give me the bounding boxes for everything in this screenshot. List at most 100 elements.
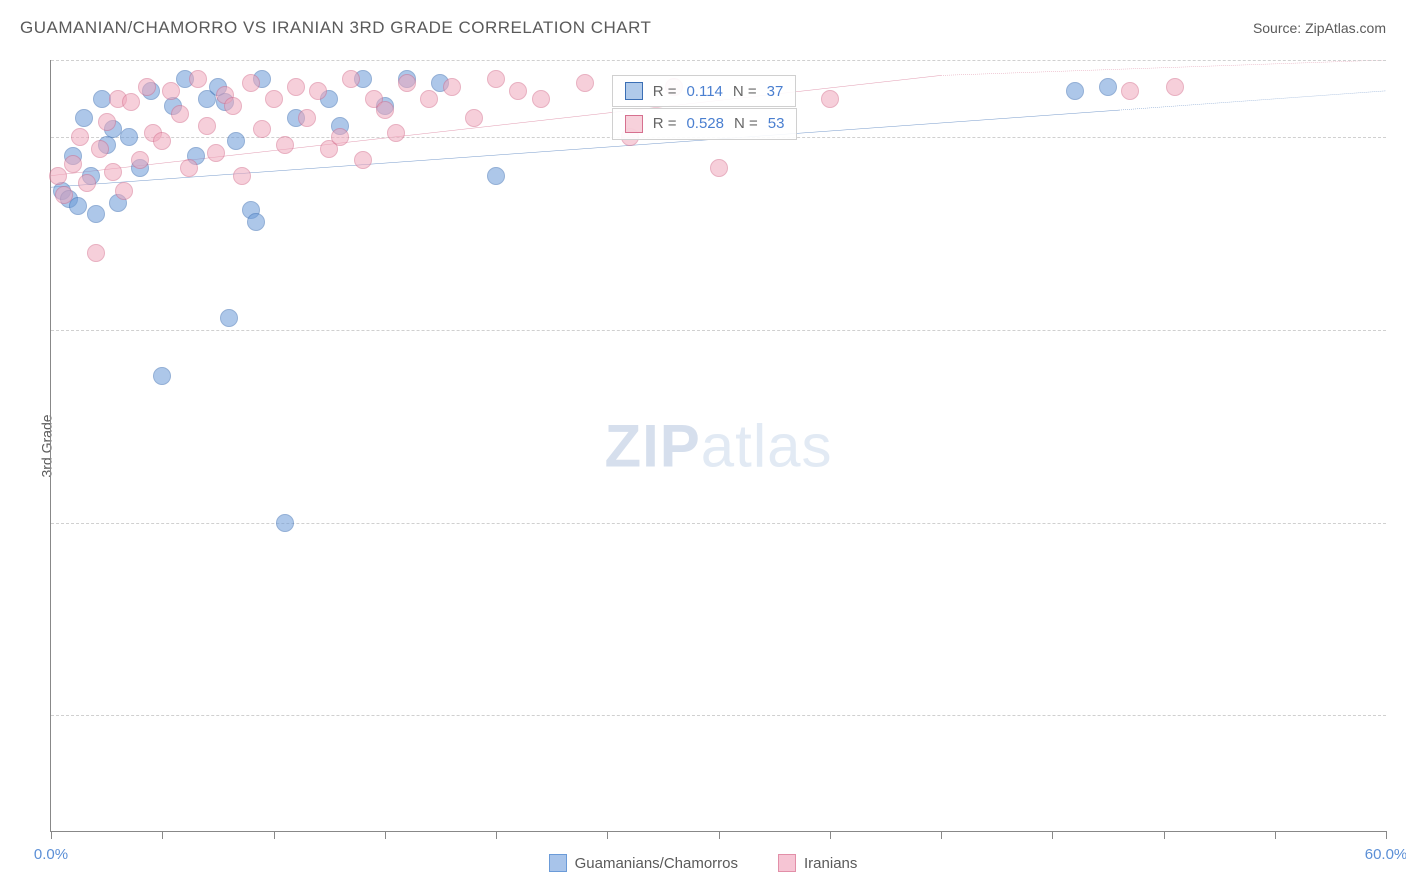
legend-label: Guamanians/Chamorros bbox=[575, 855, 738, 872]
scatter-point bbox=[131, 151, 149, 169]
x-tick bbox=[385, 831, 386, 839]
scatter-point bbox=[710, 159, 728, 177]
scatter-point bbox=[576, 74, 594, 92]
y-tick-label: 90.0% bbox=[1396, 514, 1406, 531]
scatter-point bbox=[75, 109, 93, 127]
x-tick bbox=[607, 831, 608, 839]
scatter-point bbox=[55, 186, 73, 204]
trend-line-extrapolated bbox=[941, 60, 1386, 75]
chart-plot-area: ZIPatlas 85.0%90.0%95.0%100.0%0.0%60.0%R… bbox=[50, 60, 1386, 832]
scatter-point bbox=[821, 90, 839, 108]
legend-label: Iranians bbox=[804, 855, 857, 872]
scatter-point bbox=[64, 155, 82, 173]
stat-box: R = 0.114 N = 37 bbox=[612, 75, 797, 107]
x-tick bbox=[51, 831, 52, 839]
y-tick-label: 100.0% bbox=[1396, 129, 1406, 146]
gridline bbox=[51, 715, 1386, 716]
legend-item: Iranians bbox=[778, 854, 857, 872]
scatter-point bbox=[171, 105, 189, 123]
stat-r-value: 0.528 bbox=[686, 115, 724, 132]
gridline bbox=[51, 60, 1386, 61]
scatter-point bbox=[91, 140, 109, 158]
x-tick bbox=[719, 831, 720, 839]
scatter-point bbox=[104, 163, 122, 181]
legend-item: Guamanians/Chamorros bbox=[549, 854, 738, 872]
scatter-point bbox=[87, 205, 105, 223]
stat-n-value: 53 bbox=[768, 115, 785, 132]
y-tick-label: 95.0% bbox=[1396, 321, 1406, 338]
x-tick bbox=[1275, 831, 1276, 839]
scatter-point bbox=[138, 78, 156, 96]
x-tick bbox=[830, 831, 831, 839]
scatter-point bbox=[287, 78, 305, 96]
scatter-point bbox=[420, 90, 438, 108]
x-tick bbox=[162, 831, 163, 839]
scatter-point bbox=[465, 109, 483, 127]
scatter-point bbox=[98, 113, 116, 131]
scatter-point bbox=[1099, 78, 1117, 96]
scatter-point bbox=[122, 93, 140, 111]
scatter-point bbox=[1166, 78, 1184, 96]
stat-r-label: R = bbox=[653, 115, 677, 132]
trend-line-extrapolated bbox=[1119, 91, 1386, 110]
x-tick bbox=[1052, 831, 1053, 839]
scatter-point bbox=[342, 70, 360, 88]
scatter-point bbox=[224, 97, 242, 115]
x-tick bbox=[1386, 831, 1387, 839]
scatter-point bbox=[78, 174, 96, 192]
scatter-point bbox=[180, 159, 198, 177]
scatter-point bbox=[253, 120, 271, 138]
gridline bbox=[51, 523, 1386, 524]
scatter-point bbox=[276, 514, 294, 532]
scatter-point bbox=[207, 144, 225, 162]
x-tick bbox=[274, 831, 275, 839]
scatter-point bbox=[265, 90, 283, 108]
scatter-point bbox=[153, 367, 171, 385]
stat-r-label: R = bbox=[653, 83, 677, 100]
stat-n-value: 37 bbox=[767, 83, 784, 100]
scatter-point bbox=[298, 109, 316, 127]
scatter-point bbox=[233, 167, 251, 185]
scatter-point bbox=[87, 244, 105, 262]
gridline bbox=[51, 330, 1386, 331]
scatter-point bbox=[227, 132, 245, 150]
stat-n-label: N = bbox=[734, 115, 758, 132]
stat-r-value: 0.114 bbox=[686, 83, 722, 100]
stat-n-label: N = bbox=[733, 83, 757, 100]
watermark-bold: ZIP bbox=[604, 412, 700, 479]
scatter-point bbox=[1121, 82, 1139, 100]
chart-source: Source: ZipAtlas.com bbox=[1253, 20, 1386, 36]
scatter-point bbox=[198, 117, 216, 135]
scatter-point bbox=[331, 128, 349, 146]
stat-swatch bbox=[625, 115, 643, 133]
scatter-point bbox=[398, 74, 416, 92]
scatter-point bbox=[487, 167, 505, 185]
scatter-point bbox=[509, 82, 527, 100]
chart-title: GUAMANIAN/CHAMORRO VS IRANIAN 3RD GRADE … bbox=[20, 18, 651, 38]
scatter-point bbox=[115, 182, 133, 200]
scatter-point bbox=[309, 82, 327, 100]
scatter-point bbox=[387, 124, 405, 142]
chart-header: GUAMANIAN/CHAMORRO VS IRANIAN 3RD GRADE … bbox=[0, 0, 1406, 48]
x-tick bbox=[1164, 831, 1165, 839]
stat-box: R = 0.528 N = 53 bbox=[612, 108, 798, 140]
scatter-point bbox=[242, 74, 260, 92]
scatter-point bbox=[153, 132, 171, 150]
scatter-point bbox=[120, 128, 138, 146]
scatter-point bbox=[220, 309, 238, 327]
chart-legend: Guamanians/Chamorros Iranians bbox=[0, 854, 1406, 872]
scatter-point bbox=[443, 78, 461, 96]
watermark-light: atlas bbox=[701, 412, 833, 479]
scatter-point bbox=[49, 167, 67, 185]
legend-swatch bbox=[549, 854, 567, 872]
scatter-point bbox=[276, 136, 294, 154]
y-tick-label: 85.0% bbox=[1396, 707, 1406, 724]
scatter-point bbox=[354, 151, 372, 169]
x-tick bbox=[941, 831, 942, 839]
x-tick bbox=[496, 831, 497, 839]
scatter-point bbox=[376, 101, 394, 119]
scatter-point bbox=[71, 128, 89, 146]
scatter-point bbox=[532, 90, 550, 108]
scatter-point bbox=[162, 82, 180, 100]
scatter-point bbox=[1066, 82, 1084, 100]
